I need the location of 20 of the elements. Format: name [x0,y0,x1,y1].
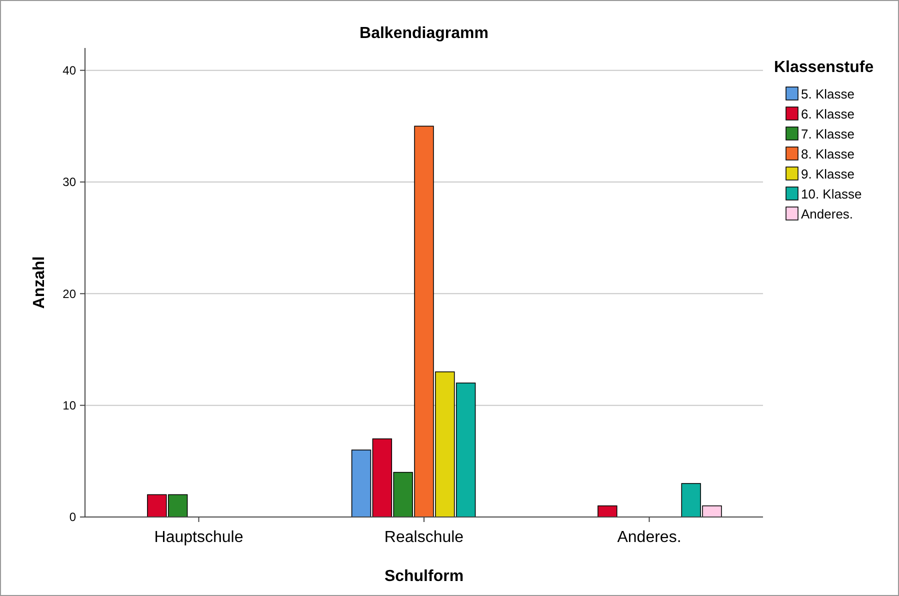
x-axis-title: Schulform [384,568,464,585]
y-axis-title: Anzahl [31,256,48,309]
x-tick-label: Hauptschule [154,529,244,546]
chart-title: Balkendiagramm [360,25,488,42]
legend-label: 6. Klasse [801,106,854,122]
y-tick-label: 40 [62,64,76,78]
y-tick-label: 10 [62,398,76,413]
y-tick-label: 20 [62,286,76,301]
legend-label: Anderes. [801,206,854,222]
legend-label: 8. Klasse [801,146,854,162]
legend-label: 10. Klasse [801,186,862,202]
legend-label: 7. Klasse [801,126,854,142]
bar [598,505,618,518]
x-tick-label: Anderes. [617,529,682,546]
y-tick-label: 0 [69,510,76,524]
y-tick-label: 30 [62,175,76,190]
legend-label: 5. Klasse [801,86,854,102]
x-tick-label: Realschule [384,529,464,546]
legend-label: 9. Klasse [801,166,854,182]
legend-title: Klassenstufe [774,59,874,76]
